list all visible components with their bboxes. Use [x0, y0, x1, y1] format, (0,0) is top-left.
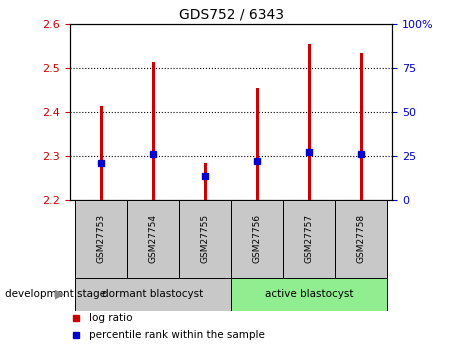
Bar [75, 200, 127, 278]
Bar [203, 163, 207, 200]
Text: ▶: ▶ [55, 288, 65, 300]
Text: GSM27754: GSM27754 [149, 214, 157, 264]
Text: dormant blastocyst: dormant blastocyst [102, 289, 204, 299]
Title: GDS752 / 6343: GDS752 / 6343 [179, 8, 284, 22]
Bar [256, 88, 259, 200]
Bar [127, 200, 179, 278]
Bar [283, 200, 335, 278]
Text: GSM27758: GSM27758 [357, 214, 366, 264]
Bar [152, 61, 155, 200]
Bar [179, 200, 231, 278]
Bar [359, 53, 363, 200]
Bar [335, 200, 387, 278]
Bar [231, 278, 387, 310]
Text: development stage: development stage [5, 289, 106, 299]
Text: GSM27756: GSM27756 [253, 214, 262, 264]
Bar [75, 278, 231, 310]
Text: GSM27753: GSM27753 [97, 214, 106, 264]
Text: active blastocyst: active blastocyst [265, 289, 354, 299]
Bar [308, 44, 311, 200]
Text: percentile rank within the sample: percentile rank within the sample [89, 331, 265, 340]
Text: GSM27757: GSM27757 [305, 214, 313, 264]
Bar [231, 200, 283, 278]
Bar [100, 106, 103, 200]
Text: log ratio: log ratio [89, 313, 133, 323]
Text: GSM27755: GSM27755 [201, 214, 210, 264]
